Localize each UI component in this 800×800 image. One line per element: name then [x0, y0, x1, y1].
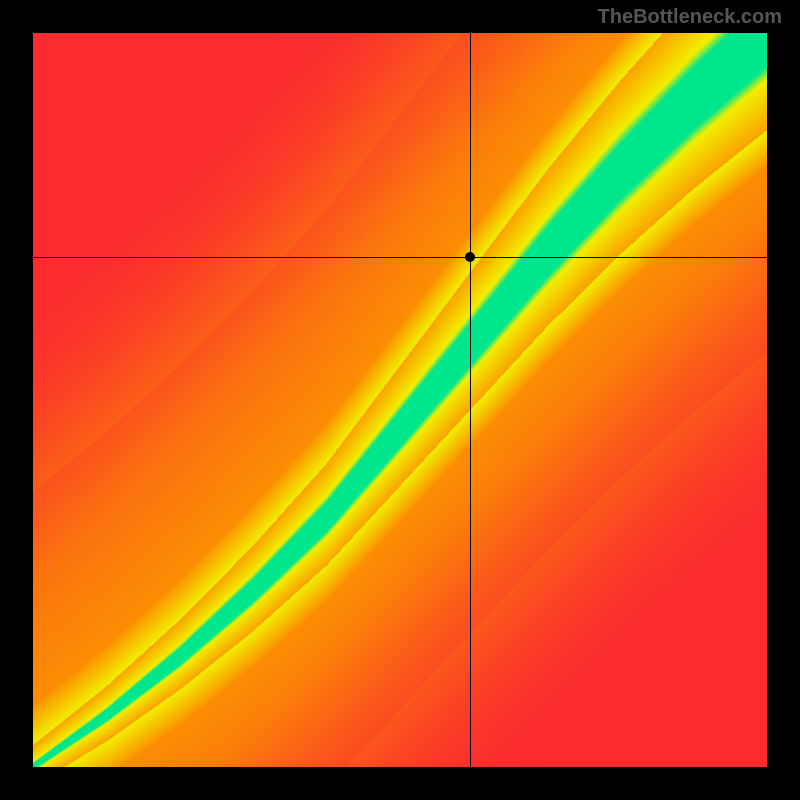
- crosshair-vertical: [470, 33, 471, 767]
- heatmap-canvas: [33, 33, 767, 767]
- heatmap-plot: [33, 33, 767, 767]
- watermark-text: TheBottleneck.com: [598, 6, 782, 29]
- crosshair-marker: [465, 252, 475, 262]
- crosshair-horizontal: [33, 257, 767, 258]
